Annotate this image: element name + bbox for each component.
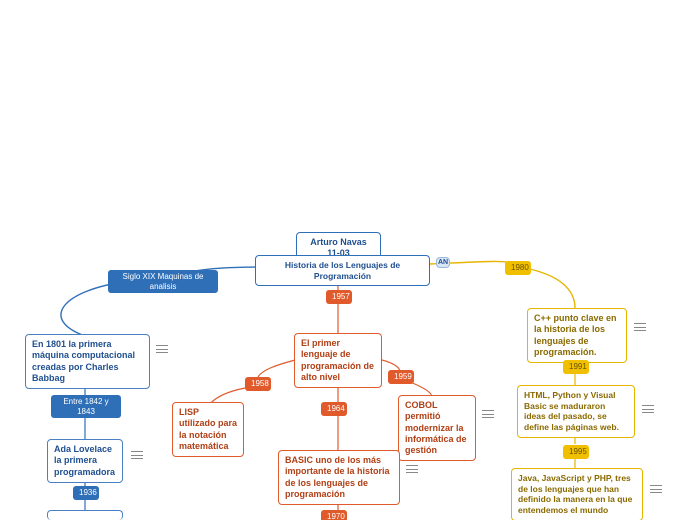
orange-node-lisp[interactable]: LISP utilizado para la notación matemáti… [172, 402, 244, 457]
blue-node-babbage[interactable]: En 1801 la primera máquina computacional… [25, 334, 150, 389]
notes-icon [642, 405, 654, 413]
notes-icon [482, 410, 494, 418]
blue-pill-1842: Entre 1842 y 1843 [51, 395, 121, 418]
orange-pill-1958: 1958 [245, 377, 271, 391]
yellow-pill-1991: 1991 [563, 360, 589, 374]
notes-icon [156, 345, 168, 353]
author-badge: AN [436, 257, 450, 268]
orange-node-cobol[interactable]: COBOL permitió modernizar la informática… [398, 395, 476, 461]
topic-node[interactable]: Historia de los Lenguajes de Programació… [255, 255, 430, 286]
blue-edge-label: Siglo XIX Maquinas de analisis [108, 270, 218, 293]
blue-node-cutoff[interactable] [47, 510, 123, 520]
orange-pill-1970: 1970 [321, 510, 347, 520]
orange-node-basic[interactable]: BASIC uno de los más importante de la hi… [278, 450, 400, 505]
yellow-node-html[interactable]: HTML, Python y Visual Basic se maduraron… [517, 385, 635, 438]
notes-icon [634, 323, 646, 331]
yellow-pill-1995: 1995 [563, 445, 589, 459]
yellow-pill-1980: 1980 [505, 261, 531, 275]
blue-node-ada[interactable]: Ada Lovelace la primera programadora [47, 439, 123, 483]
orange-pill-1964: 1964 [321, 402, 347, 416]
orange-pill-1959: 1959 [388, 370, 414, 384]
yellow-node-cpp[interactable]: C++ punto clave en la historia de los le… [527, 308, 627, 363]
orange-pill-1957: 1957 [326, 290, 352, 304]
notes-icon [131, 451, 143, 459]
blue-pill-1936: 1936 [73, 486, 99, 500]
notes-icon [650, 485, 662, 493]
orange-node-alto-nivel[interactable]: El primer lenguaje de programación de al… [294, 333, 382, 388]
yellow-node-java[interactable]: Java, JavaScript y PHP, tres de los leng… [511, 468, 643, 520]
notes-icon [406, 465, 418, 473]
